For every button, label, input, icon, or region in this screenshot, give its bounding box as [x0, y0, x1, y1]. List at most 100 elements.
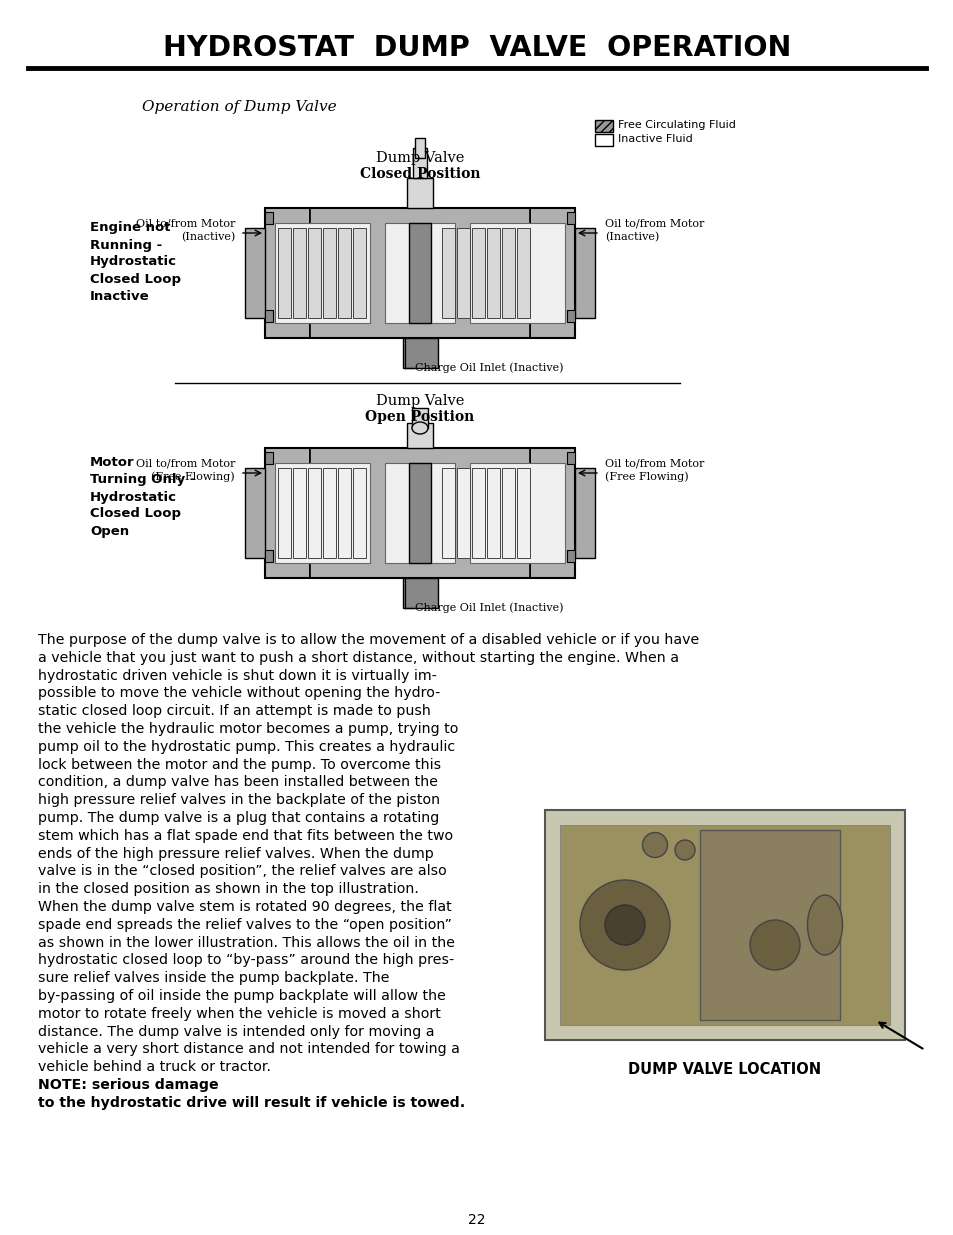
Bar	[337, 228, 351, 317]
Ellipse shape	[579, 881, 669, 969]
Text: Inactive: Inactive	[90, 289, 150, 303]
Bar	[501, 228, 515, 317]
Bar	[412, 408, 428, 429]
Ellipse shape	[806, 895, 841, 955]
Bar	[310, 448, 530, 578]
Text: a vehicle that you just want to push a short distance, without starting the engi: a vehicle that you just want to push a s…	[38, 651, 679, 664]
Bar	[486, 468, 499, 558]
Bar	[470, 224, 564, 324]
Bar	[407, 424, 433, 448]
Text: pump. The dump valve is a plug that contains a rotating: pump. The dump valve is a plug that cont…	[38, 811, 438, 825]
Text: Charge Oil Inlet (Inactive): Charge Oil Inlet (Inactive)	[415, 363, 563, 373]
Text: hydrostatic closed loop to “by-pass” around the high pres-: hydrostatic closed loop to “by-pass” aro…	[38, 953, 454, 967]
Bar	[407, 178, 433, 207]
Bar	[265, 310, 273, 322]
Bar	[353, 468, 366, 558]
Bar	[353, 228, 366, 317]
Text: Motor: Motor	[90, 457, 134, 469]
Text: Closed Position: Closed Position	[359, 167, 479, 182]
Text: Operation of Dump Valve: Operation of Dump Valve	[142, 100, 336, 114]
Bar	[470, 463, 564, 563]
Bar	[559, 825, 889, 1025]
Bar	[530, 207, 575, 338]
Text: Hydrostatic: Hydrostatic	[90, 256, 177, 268]
Bar	[595, 135, 613, 146]
Text: vehicle a very short distance and not intended for towing a: vehicle a very short distance and not in…	[38, 1042, 459, 1056]
Bar	[472, 468, 484, 558]
Text: motor to rotate freely when the vehicle is moved a short: motor to rotate freely when the vehicle …	[38, 1007, 440, 1021]
Text: vehicle behind a truck or tractor.: vehicle behind a truck or tractor.	[38, 1060, 275, 1074]
Text: hydrostatic driven vehicle is shut down it is virtually im-: hydrostatic driven vehicle is shut down …	[38, 668, 436, 683]
Bar	[544, 810, 904, 1040]
Ellipse shape	[749, 920, 800, 969]
Bar	[308, 228, 320, 317]
Text: (Inactive): (Inactive)	[604, 232, 659, 242]
Bar	[274, 224, 370, 324]
Bar	[265, 550, 273, 562]
Text: Closed Loop: Closed Loop	[90, 273, 181, 285]
Bar	[486, 228, 499, 317]
Bar	[456, 228, 470, 317]
Bar	[310, 207, 530, 338]
Bar	[566, 310, 575, 322]
Bar	[277, 228, 291, 317]
Bar	[575, 468, 595, 558]
Text: (Inactive): (Inactive)	[180, 232, 234, 242]
Bar	[402, 578, 437, 608]
Text: in the closed position as shown in the top illustration.: in the closed position as shown in the t…	[38, 882, 418, 897]
Bar	[323, 468, 335, 558]
Bar	[265, 448, 310, 578]
Ellipse shape	[675, 840, 695, 860]
Text: Dump Valve: Dump Valve	[375, 151, 464, 165]
Bar	[517, 228, 530, 317]
Text: lock between the motor and the pump. To overcome this: lock between the motor and the pump. To …	[38, 757, 440, 772]
Text: as shown in the lower illustration. This allows the oil in the: as shown in the lower illustration. This…	[38, 936, 455, 950]
Bar	[265, 212, 273, 224]
Text: by-passing of oil inside the pump backplate will allow the: by-passing of oil inside the pump backpl…	[38, 989, 445, 1003]
Bar	[293, 468, 306, 558]
Text: (Free Flowing): (Free Flowing)	[152, 472, 234, 483]
Bar	[456, 468, 470, 558]
Bar	[265, 207, 575, 338]
Ellipse shape	[604, 905, 644, 945]
Text: Hydrostatic: Hydrostatic	[90, 490, 177, 504]
Text: Oil to/from Motor: Oil to/from Motor	[135, 458, 234, 468]
Bar	[265, 207, 310, 338]
Text: The purpose of the dump valve is to allow the movement of a disabled vehicle or : The purpose of the dump valve is to allo…	[38, 634, 699, 647]
Ellipse shape	[412, 422, 428, 433]
Text: Engine not: Engine not	[90, 221, 171, 235]
Bar	[413, 148, 427, 178]
Bar	[277, 468, 291, 558]
Text: (Free Flowing): (Free Flowing)	[604, 472, 688, 483]
Bar	[575, 228, 595, 317]
Bar	[700, 830, 840, 1020]
Text: valve is in the “closed position”, the relief valves are also: valve is in the “closed position”, the r…	[38, 864, 446, 878]
Bar	[472, 228, 484, 317]
Bar	[595, 120, 613, 132]
Text: Open: Open	[90, 525, 129, 537]
Text: stem which has a flat spade end that fits between the two: stem which has a flat spade end that fit…	[38, 829, 453, 842]
Bar	[566, 452, 575, 464]
Text: HYDROSTAT  DUMP  VALVE  OPERATION: HYDROSTAT DUMP VALVE OPERATION	[163, 35, 790, 62]
Bar	[385, 224, 455, 324]
Bar	[293, 228, 306, 317]
Text: Open Position: Open Position	[365, 410, 475, 424]
Bar	[265, 452, 273, 464]
Bar	[441, 468, 455, 558]
Text: static closed loop circuit. If an attempt is made to push: static closed loop circuit. If an attemp…	[38, 704, 431, 719]
Text: the vehicle the hydraulic motor becomes a pump, trying to: the vehicle the hydraulic motor becomes …	[38, 722, 457, 736]
Text: When the dump valve stem is rotated 90 degrees, the flat: When the dump valve stem is rotated 90 d…	[38, 900, 452, 914]
Bar	[517, 468, 530, 558]
Text: Dump Valve: Dump Valve	[375, 394, 464, 408]
Bar	[337, 468, 351, 558]
Ellipse shape	[641, 832, 667, 857]
Text: Free Circulating Fluid: Free Circulating Fluid	[618, 120, 735, 130]
Text: Oil to/from Motor: Oil to/from Motor	[604, 219, 703, 228]
Text: to the hydrostatic drive will result if vehicle is towed.: to the hydrostatic drive will result if …	[38, 1095, 465, 1110]
Bar	[409, 463, 431, 563]
Bar	[245, 228, 265, 317]
Bar	[402, 338, 437, 368]
Bar	[530, 448, 575, 578]
Bar	[308, 468, 320, 558]
Text: spade end spreads the relief valves to the “open position”: spade end spreads the relief valves to t…	[38, 918, 452, 931]
